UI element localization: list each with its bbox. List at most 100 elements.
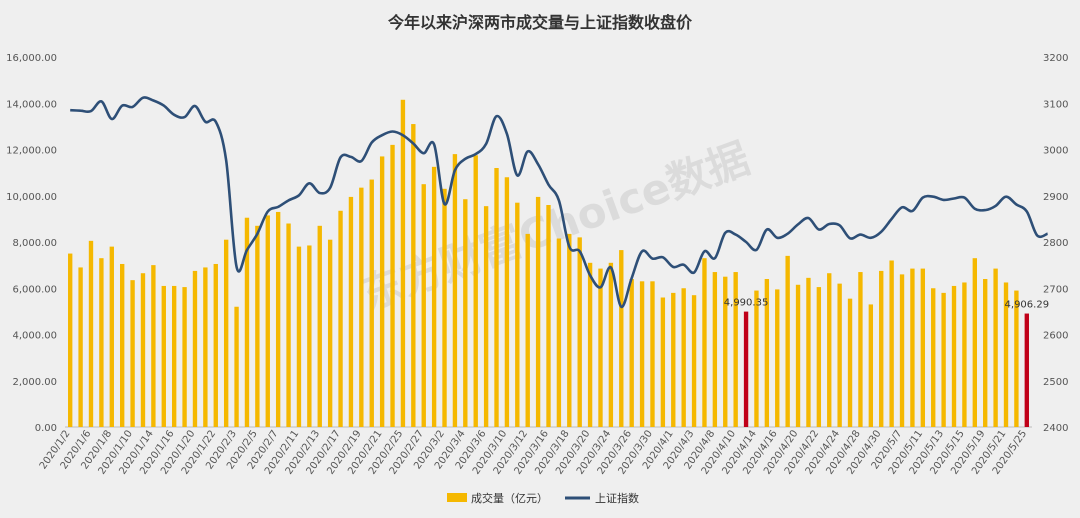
bar-highlight — [1024, 313, 1029, 427]
bar — [431, 166, 437, 427]
bar — [837, 283, 842, 427]
right-axis-tick-label: 2400 — [1043, 423, 1068, 434]
bar — [421, 184, 426, 427]
left-axis-tick-label: 4,000.00 — [12, 331, 57, 342]
bar — [255, 225, 260, 427]
bar — [795, 284, 801, 427]
bar — [827, 273, 832, 427]
bar — [733, 272, 738, 427]
bar — [68, 253, 73, 427]
bar — [806, 277, 811, 427]
bar — [348, 196, 354, 427]
left-axis-tick-label: 14,000.00 — [6, 99, 57, 110]
bar — [327, 239, 333, 427]
bar — [275, 211, 281, 427]
bar-highlight — [743, 311, 749, 427]
x-axis: 2020/1/22020/1/62020/1/82020/1/102020/1/… — [38, 428, 1029, 476]
bar — [483, 206, 489, 427]
bar — [182, 287, 187, 427]
bar — [910, 268, 915, 427]
bar — [567, 233, 572, 427]
left-axis-tick-label: 10,000.00 — [6, 192, 57, 203]
bar — [379, 156, 385, 427]
bar — [130, 280, 135, 427]
legend: 成交量（亿元） 上证指数 — [447, 491, 639, 505]
bar — [920, 268, 926, 427]
right-axis-tick-label: 3000 — [1043, 146, 1068, 157]
bar — [296, 246, 302, 427]
bar — [681, 288, 686, 427]
bar — [546, 205, 551, 427]
bar — [754, 290, 759, 427]
bar — [244, 217, 250, 427]
right-axis-tick-label: 2600 — [1043, 331, 1068, 342]
bar — [223, 239, 229, 427]
bar — [816, 287, 822, 427]
bar — [203, 267, 208, 427]
bar — [671, 292, 676, 427]
bar — [587, 262, 593, 427]
bar — [192, 270, 198, 427]
left-axis-tick-label: 12,000.00 — [6, 146, 57, 157]
bar — [109, 246, 114, 427]
bar — [171, 285, 177, 427]
bar — [369, 179, 374, 427]
legend-label-index: 上证指数 — [595, 491, 639, 505]
bar — [151, 265, 156, 427]
right-axis: 2400 2500 2600 2700 2800 2900 3000 3100 3200 — [1043, 53, 1068, 434]
left-axis-tick-label: 6,000.00 — [12, 284, 57, 295]
right-axis-tick-label: 2900 — [1043, 192, 1068, 203]
bar — [452, 154, 458, 427]
bar — [161, 285, 166, 427]
bar — [265, 215, 270, 427]
bar — [556, 238, 562, 427]
bar — [972, 258, 977, 427]
bar — [317, 225, 322, 427]
right-axis-tick-label: 2800 — [1043, 238, 1068, 249]
data-label: 4,990.35 — [724, 298, 769, 309]
legend-label-volume: 成交量（亿元） — [471, 491, 548, 505]
bar — [941, 292, 946, 427]
bar — [712, 272, 718, 427]
bar — [494, 168, 499, 427]
legend-swatch-volume — [447, 493, 467, 502]
bar — [660, 297, 666, 427]
bar — [400, 99, 406, 427]
bar — [120, 263, 125, 427]
bar — [338, 210, 343, 427]
left-axis-tick-label: 2,000.00 — [12, 377, 57, 388]
line-series — [70, 96, 1049, 309]
bar — [1003, 282, 1009, 427]
bar — [702, 258, 707, 427]
bar — [234, 306, 239, 427]
bar — [962, 282, 967, 427]
data-label: 4,906.29 — [1005, 300, 1050, 311]
left-axis: 0.00 2,000.00 4,000.00 6,000.00 8,000.00 10,0… — [6, 53, 57, 434]
bar — [140, 273, 146, 427]
bar — [1014, 290, 1019, 427]
bar — [535, 196, 541, 427]
bar — [785, 255, 790, 427]
bar — [775, 289, 780, 427]
left-axis-tick-label: 0.00 — [35, 423, 57, 434]
bar-series — [68, 99, 1029, 427]
bar — [879, 270, 884, 427]
bar — [286, 223, 291, 427]
bar — [525, 233, 530, 427]
bar — [619, 250, 624, 427]
bar — [359, 187, 364, 427]
bar — [868, 304, 874, 427]
bar — [764, 279, 770, 427]
left-axis-tick-label: 16,000.00 — [6, 53, 57, 64]
right-axis-tick-label: 2700 — [1043, 284, 1068, 295]
chart-title: 今年以来沪深两市成交量与上证指数收盘价 — [387, 13, 693, 32]
bar — [577, 237, 582, 427]
right-axis-tick-label: 3100 — [1043, 99, 1068, 110]
bar — [307, 245, 312, 427]
bar — [515, 202, 520, 427]
bar — [899, 274, 905, 427]
bar — [463, 199, 468, 427]
bar — [504, 177, 510, 427]
